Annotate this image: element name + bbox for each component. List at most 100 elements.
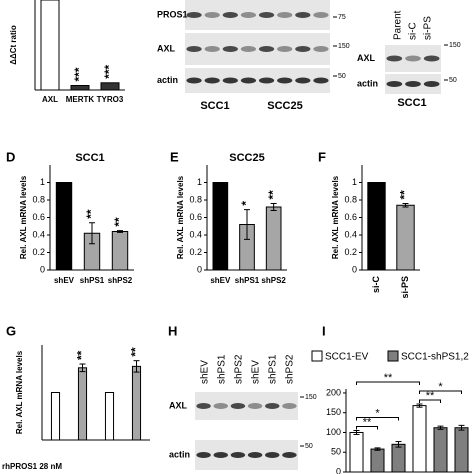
bar bbox=[433, 427, 448, 473]
lane-label: shPS2 bbox=[234, 354, 245, 384]
lane-label: si-PS bbox=[423, 16, 434, 40]
y-tick-label: 0.6 bbox=[344, 212, 357, 222]
bracket bbox=[419, 399, 441, 404]
blot-row-label: PROS1 bbox=[157, 9, 188, 19]
y-axis-label: Rel. AXL mRNA levels bbox=[19, 175, 28, 259]
marker-label: 75 bbox=[338, 14, 346, 21]
panel-letter: F bbox=[318, 149, 326, 164]
blot-band bbox=[222, 12, 238, 18]
x-tick-label: shEV bbox=[54, 276, 75, 285]
blot-row-label: actin bbox=[169, 449, 190, 459]
y-tick-label: 0.4 bbox=[344, 229, 357, 239]
x-tick-label: shPS2 bbox=[261, 276, 286, 285]
bar bbox=[349, 431, 364, 473]
blot-strip bbox=[195, 392, 298, 420]
bar bbox=[70, 85, 90, 91]
bracket bbox=[356, 426, 378, 430]
y-axis-label: Rel. AXL mRNA levels bbox=[176, 175, 185, 259]
blot-band bbox=[204, 77, 220, 84]
marker-label: 150 bbox=[305, 394, 317, 401]
blot-band bbox=[405, 55, 421, 62]
marker-label: 50 bbox=[449, 77, 457, 84]
y-tick-label: 1 bbox=[40, 177, 45, 187]
bar bbox=[50, 392, 61, 441]
lane-label: shPS1 bbox=[268, 354, 279, 384]
bar bbox=[396, 204, 415, 271]
blot-band bbox=[386, 81, 403, 87]
group-label: SCC25 bbox=[267, 100, 302, 112]
blot-band bbox=[196, 403, 211, 409]
blot-band bbox=[313, 46, 329, 52]
y-tick-label: 200 bbox=[326, 387, 341, 397]
y-axis-label: Rel. AXL mRNA levels bbox=[331, 175, 340, 259]
bracket bbox=[356, 381, 420, 386]
blot-band bbox=[423, 55, 440, 62]
y-tick-label: 150 bbox=[326, 407, 341, 417]
y-tick-label: 0 bbox=[352, 264, 357, 274]
blot-band bbox=[295, 46, 311, 52]
y-tick-label: 50 bbox=[331, 447, 341, 457]
x-tick-label: shPS1 bbox=[80, 276, 105, 285]
y-tick-label: 0.8 bbox=[189, 194, 202, 204]
y-tick-label: 1 bbox=[352, 177, 357, 187]
bar bbox=[367, 182, 386, 271]
legend-label: SCC1-shPS1,2 bbox=[401, 352, 469, 363]
blot-row-label: AXL bbox=[157, 43, 176, 53]
bracket-label: * bbox=[438, 381, 443, 393]
bracket-label: ** bbox=[363, 416, 372, 428]
blot-band bbox=[222, 46, 238, 52]
blot-band bbox=[258, 77, 275, 84]
blot-band bbox=[282, 403, 297, 409]
significance: ** bbox=[266, 190, 280, 200]
x-tick-label: shEV bbox=[210, 276, 231, 285]
significance: ** bbox=[129, 347, 143, 357]
y-tick-label: 100 bbox=[326, 427, 341, 437]
panel-letter: E bbox=[170, 149, 179, 164]
blot-row-label: actin bbox=[157, 75, 178, 85]
blot-band bbox=[313, 12, 329, 18]
y-tick-label: 0 bbox=[336, 466, 341, 474]
blot-row-label: AXL bbox=[357, 53, 376, 63]
blot-band bbox=[265, 452, 280, 458]
y-tick-label: 0 bbox=[197, 264, 202, 274]
blot-row-label: AXL bbox=[169, 400, 188, 410]
y-tick-label: 0.8 bbox=[344, 194, 357, 204]
bracket bbox=[356, 417, 399, 421]
panel-title: SCC25 bbox=[229, 152, 264, 164]
blot-band bbox=[204, 46, 220, 52]
bar bbox=[370, 448, 385, 473]
blot-band bbox=[277, 77, 293, 84]
blot-band bbox=[240, 46, 257, 52]
blot-band bbox=[295, 12, 311, 18]
marker-label: 150 bbox=[449, 42, 461, 49]
y-tick-label: 0.6 bbox=[32, 212, 45, 222]
bar bbox=[212, 182, 229, 271]
panel-letter: H bbox=[168, 323, 177, 338]
blot-band bbox=[196, 452, 211, 458]
blot-band bbox=[295, 77, 311, 84]
y-tick-label: 0.6 bbox=[189, 212, 202, 222]
y-tick-label: 0 bbox=[40, 264, 45, 274]
bar bbox=[454, 427, 469, 473]
lane-label: si-C bbox=[408, 22, 419, 40]
blot-band bbox=[386, 55, 403, 62]
y-tick-label: 1 bbox=[197, 177, 202, 187]
group-label: SCC1 bbox=[200, 100, 229, 112]
blot-band bbox=[258, 46, 275, 52]
x-tick-label: MERTK bbox=[66, 95, 95, 104]
blot-band bbox=[277, 46, 293, 52]
y-tick-label: 0.2 bbox=[344, 247, 357, 257]
blot-band bbox=[213, 452, 228, 458]
y-axis-label: ΔΔCt ratio bbox=[9, 25, 18, 65]
blot-band bbox=[186, 12, 202, 18]
significance: * bbox=[239, 201, 253, 206]
y-tick-label: 0.4 bbox=[32, 229, 45, 239]
blot-band bbox=[247, 452, 263, 458]
legend-swatch bbox=[311, 350, 323, 362]
legend-label: SCC1-EV bbox=[325, 352, 369, 363]
x-axis-label: rhPROS1 28 nM bbox=[2, 462, 62, 471]
blot-row-label: actin bbox=[357, 78, 378, 88]
lane-label: shPS2 bbox=[285, 354, 296, 384]
panel-letter: D bbox=[6, 149, 15, 164]
